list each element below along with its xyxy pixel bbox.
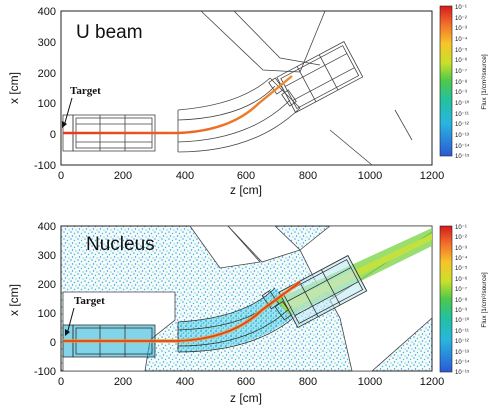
svg-text:-100: -100 (34, 366, 56, 378)
svg-text:10⁻⁷: 10⁻⁷ (455, 286, 467, 293)
svg-text:10⁻⁷: 10⁻⁷ (455, 68, 467, 75)
svg-text:200: 200 (38, 279, 56, 291)
svg-text:10⁻⁸: 10⁻⁸ (455, 297, 468, 304)
target-label: Target (74, 295, 105, 307)
svg-text:10⁻²: 10⁻² (455, 16, 467, 22)
svg-text:10⁻⁵: 10⁻⁵ (455, 265, 468, 272)
panel-u-beam: Target U beam 0 200 400 600 800 1000 120… (7, 5, 488, 197)
svg-text:0: 0 (50, 337, 56, 349)
svg-text:800: 800 (299, 170, 317, 182)
svg-text:300: 300 (38, 37, 56, 49)
x-axis: 0 200 400 600 800 1000 1200 z [cm] (58, 170, 444, 197)
colorbar: 10⁻¹ 10⁻² 10⁻³ 10⁻⁴ 10⁻⁵ 10⁻⁶ 10⁻⁷ 10⁻⁸ … (439, 5, 488, 160)
svg-text:600: 600 (237, 170, 255, 182)
svg-text:10⁻⁹: 10⁻⁹ (455, 89, 468, 96)
svg-text:200: 200 (114, 170, 132, 182)
svg-text:800: 800 (299, 376, 317, 388)
svg-text:10⁻¹: 10⁻¹ (455, 225, 467, 231)
svg-text:10⁻⁶: 10⁻⁶ (455, 276, 468, 283)
target-arrow (63, 97, 73, 127)
svg-text:10⁻⁵: 10⁻⁵ (455, 47, 468, 54)
svg-text:10⁻³: 10⁻³ (455, 26, 467, 32)
target-label: Target (70, 85, 101, 97)
svg-text:300: 300 (38, 250, 56, 262)
svg-text:0: 0 (58, 376, 64, 388)
svg-text:10⁻¹¹: 10⁻¹¹ (455, 329, 469, 335)
x-axis: 0 200 400 600 800 1000 1200 z [cm] (58, 376, 444, 405)
svg-text:0: 0 (50, 129, 56, 141)
svg-text:10⁻¹²: 10⁻¹² (455, 339, 469, 345)
colorbar-label: Flux [1/cm²/source] (481, 54, 488, 109)
y-axis-label: x [cm] (7, 72, 21, 104)
svg-text:400: 400 (38, 6, 56, 18)
svg-text:10⁻¹²: 10⁻¹² (455, 122, 469, 128)
y-axis: 400 300 200 100 0 -100 x [cm] (7, 6, 56, 172)
panel-title: Nucleus (86, 234, 155, 255)
svg-text:10⁻¹⁴: 10⁻¹⁴ (455, 359, 470, 366)
svg-text:10⁻²: 10⁻² (455, 235, 467, 241)
colorbar: 10⁻¹ 10⁻² 10⁻³ 10⁻⁴ 10⁻⁵ 10⁻⁶ 10⁻⁷ 10⁻⁸ … (439, 225, 488, 376)
y-axis: 400 300 200 100 0 -100 x [cm] (7, 221, 56, 378)
svg-text:10⁻¹³: 10⁻¹³ (455, 133, 469, 139)
colorbar-scale (439, 225, 453, 373)
svg-text:1200: 1200 (420, 170, 444, 182)
y-axis-label: x [cm] (7, 284, 21, 316)
beamline-geometry (62, 10, 413, 166)
svg-text:100: 100 (38, 308, 56, 320)
x-axis-label: z [cm] (230, 183, 262, 197)
panel-title: U beam (76, 22, 143, 43)
panel-nucleus: Target Nucleus 0 200 400 600 800 1000 12… (7, 221, 488, 405)
beam-core (63, 281, 301, 342)
colorbar-label: Flux [1/cm²/source] (481, 272, 488, 327)
svg-text:10⁻¹⁵: 10⁻¹⁵ (455, 153, 470, 160)
svg-text:10⁻¹⁰: 10⁻¹⁰ (455, 317, 470, 324)
beam-trace (63, 75, 293, 135)
svg-text:10⁻⁹: 10⁻⁹ (455, 307, 468, 314)
svg-text:10⁻¹⁰: 10⁻¹⁰ (455, 100, 470, 107)
colorbar-scale (439, 5, 453, 157)
svg-text:400: 400 (176, 170, 194, 182)
svg-text:1200: 1200 (420, 376, 444, 388)
svg-text:1000: 1000 (358, 170, 382, 182)
svg-text:100: 100 (38, 98, 56, 110)
svg-text:-100: -100 (34, 160, 56, 172)
svg-text:10⁻⁴: 10⁻⁴ (455, 36, 468, 43)
svg-text:1000: 1000 (358, 376, 382, 388)
svg-text:200: 200 (114, 376, 132, 388)
svg-text:0: 0 (58, 170, 64, 182)
svg-text:10⁻⁶: 10⁻⁶ (455, 57, 468, 64)
svg-text:10⁻⁴: 10⁻⁴ (455, 255, 468, 262)
target-arrow (66, 307, 75, 335)
svg-text:10⁻¹: 10⁻¹ (455, 5, 467, 11)
svg-text:10⁻¹⁵: 10⁻¹⁵ (455, 369, 470, 376)
plot-area (60, 10, 433, 166)
x-axis-label: z [cm] (230, 391, 262, 405)
svg-text:10⁻⁸: 10⁻⁸ (455, 79, 468, 86)
svg-text:200: 200 (38, 68, 56, 80)
svg-text:10⁻³: 10⁻³ (455, 246, 467, 252)
svg-text:10⁻¹¹: 10⁻¹¹ (455, 112, 469, 118)
svg-text:10⁻¹⁴: 10⁻¹⁴ (455, 143, 470, 150)
svg-text:10⁻¹³: 10⁻¹³ (455, 350, 469, 356)
svg-text:600: 600 (237, 376, 255, 388)
svg-text:400: 400 (176, 376, 194, 388)
svg-text:400: 400 (38, 221, 56, 233)
